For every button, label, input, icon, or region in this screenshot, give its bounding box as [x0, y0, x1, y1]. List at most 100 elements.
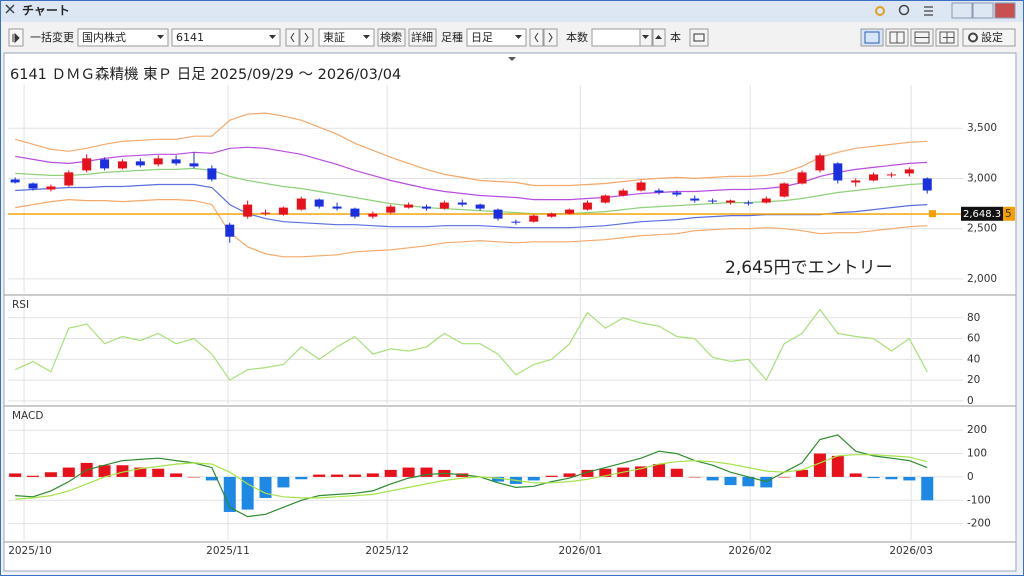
link-icon[interactable] [875, 6, 885, 16]
histogram-bar [813, 453, 826, 477]
candle-body [386, 206, 396, 213]
market-arrow[interactable] [157, 35, 164, 39]
candle-body [475, 204, 485, 209]
current-marker [929, 210, 936, 218]
y-tick-label: 0 [967, 471, 974, 483]
candle-body [207, 168, 217, 180]
histogram-bar [27, 475, 40, 477]
bar-type-arrow[interactable] [515, 35, 522, 39]
detail-button-label[interactable]: 詳細 [411, 30, 433, 44]
minimize-button[interactable] [951, 2, 973, 19]
candle-body [153, 158, 163, 165]
y-tick-label: 3,500 [967, 122, 997, 134]
panel-title: MACD [12, 410, 43, 422]
candle-body [439, 202, 449, 209]
count-up-arrow[interactable] [655, 35, 662, 39]
candle-body [743, 202, 753, 204]
bar-type-step-next-glyph [548, 32, 553, 43]
histogram-bar [527, 476, 540, 481]
histogram-bar [903, 476, 916, 481]
bar-type-step-next[interactable] [543, 28, 558, 47]
exchange-select[interactable] [318, 28, 375, 47]
layout-button-1[interactable] [860, 28, 884, 47]
candle-body [582, 202, 592, 210]
candle-body [833, 163, 843, 181]
market-select[interactable] [77, 28, 169, 47]
candle-body [100, 159, 110, 169]
count-input[interactable] [591, 28, 641, 47]
candle-body [457, 202, 467, 205]
candle-body [690, 198, 700, 201]
histogram-bar [348, 474, 361, 477]
candle-body [672, 192, 682, 195]
y-tick-label: -100 [967, 494, 991, 506]
histogram-bar [921, 476, 934, 501]
code-step-next-glyph [304, 32, 309, 43]
y-tick-label: 0 [967, 395, 974, 407]
candle-body [10, 179, 20, 183]
code-value[interactable]: 6141 [176, 31, 204, 44]
detail-button[interactable] [408, 28, 437, 47]
code-step-next[interactable] [299, 28, 314, 47]
candle-body [851, 180, 861, 183]
collapse-handle[interactable] [508, 57, 516, 61]
histogram-bar [402, 467, 415, 477]
bar-type-step-prev-glyph [534, 32, 539, 43]
histogram-bar [885, 476, 898, 480]
settings-glyph [968, 32, 978, 43]
x-tick-label: 2026/03 [889, 545, 933, 557]
count-down-arrow[interactable] [642, 35, 649, 39]
y-tick-label: 200 [967, 424, 987, 436]
candle-body [493, 209, 503, 219]
x-tick-label: 2025/11 [206, 545, 250, 557]
indicator-line [15, 454, 928, 500]
code-arrow[interactable] [269, 35, 276, 39]
search-button-label[interactable]: 検索 [380, 30, 402, 44]
candle-body [761, 198, 771, 203]
x-tick-label: 2026/02 [728, 545, 772, 557]
candle-body [618, 190, 628, 196]
histogram-bar [187, 476, 200, 478]
candle-body [350, 208, 360, 217]
menu-icon[interactable] [924, 6, 933, 16]
restore-button[interactable] [972, 2, 994, 19]
settings-label[interactable]: 設定 [981, 30, 1003, 44]
candle-body [314, 199, 324, 207]
exchange-value[interactable]: 東証 [323, 31, 345, 44]
x-tick-label: 2025/10 [8, 545, 52, 557]
chart-title: 6141 ＤＭＧ森精機 東Ｐ 日足 2025/09/29 ～ 2026/03/0… [10, 66, 401, 83]
candle-body [28, 183, 38, 189]
histogram-bar [796, 469, 809, 477]
bar-type-select[interactable] [466, 28, 527, 47]
y-tick-label: 3,000 [967, 172, 997, 184]
candle-body [922, 178, 932, 191]
code-step-prev[interactable] [285, 28, 300, 47]
histogram-bar [599, 468, 612, 477]
y-tick-label: 2,000 [967, 273, 997, 285]
market-value[interactable]: 国内株式 [82, 30, 126, 44]
candle-body [225, 224, 235, 237]
candle-body [296, 198, 306, 210]
candle-body [886, 174, 896, 176]
price-label-box [1003, 206, 1015, 221]
code-step-prev-glyph [290, 32, 295, 43]
close-button[interactable] [994, 2, 1016, 19]
histogram-bar [9, 473, 22, 477]
indicator-line [15, 434, 928, 518]
bar-type-step-prev[interactable] [529, 28, 544, 47]
histogram-bar [295, 476, 308, 480]
candle-body [815, 155, 825, 171]
candle-body [332, 206, 342, 209]
code-input[interactable] [171, 28, 281, 47]
search-icon[interactable] [898, 4, 910, 16]
settings-button[interactable] [962, 28, 1016, 47]
search-button[interactable] [377, 28, 406, 47]
bar-type-value[interactable]: 日足 [471, 31, 493, 44]
annotation: 2,645円でエントリー [725, 258, 893, 278]
exchange-arrow[interactable] [363, 35, 370, 39]
print-button[interactable] [689, 28, 709, 47]
histogram-bar [563, 473, 576, 477]
bar-type-label: 足種 [441, 30, 463, 44]
